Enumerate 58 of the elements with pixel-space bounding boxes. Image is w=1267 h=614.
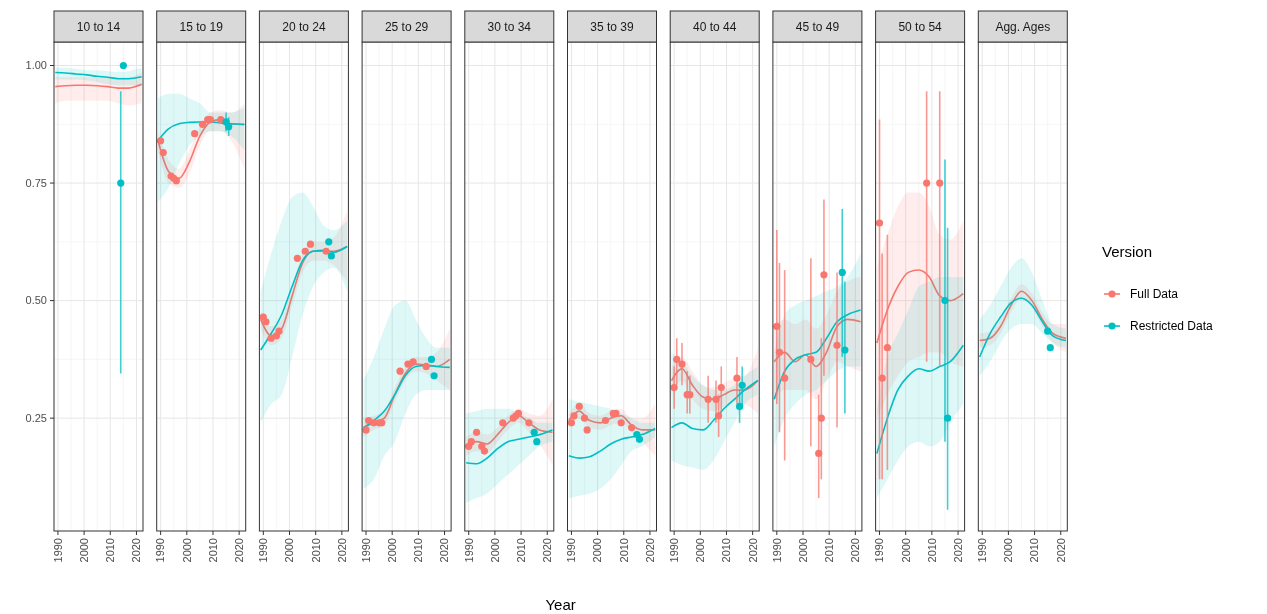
x-tick-label: 2010 [412, 538, 425, 563]
x-tick-label: 2000 [283, 538, 296, 563]
chart-title: 45 to 49 [795, 19, 840, 34]
x-tick-label: 1990 [873, 538, 886, 563]
y-tick-label: 1.00 [25, 59, 47, 72]
x-tick-label: 1990 [976, 538, 989, 563]
x-tick-label: 2010 [617, 538, 630, 563]
x-tick-label: 2000 [899, 538, 912, 563]
x-tick-label: 2010 [720, 538, 733, 563]
x-tick-label: 2000 [77, 538, 90, 563]
x-tick-label: 2020 [335, 538, 348, 563]
x-tick-label: 2000 [386, 538, 399, 563]
x-tick-label: 2010 [104, 538, 117, 563]
chart-title: 20 to 24 [282, 19, 326, 34]
x-tick-label: 2000 [591, 538, 604, 563]
x-tick-label: 2000 [694, 538, 707, 563]
x-tick-label: 1990 [565, 538, 578, 563]
x-tick-label: 2020 [130, 538, 143, 563]
y-tick-label: 0.50 [25, 294, 47, 307]
x-tick-label: 2010 [206, 538, 219, 563]
chart-title: 15 to 19 [179, 19, 224, 34]
y-tick-label: 0.75 [25, 176, 47, 189]
x-tick-label: 1990 [359, 538, 372, 563]
legend-label: Restricted Data [1130, 319, 1214, 334]
x-tick-label: 1990 [154, 538, 167, 563]
x-axis-title: Year [545, 596, 576, 613]
chart-title: 30 to 34 [487, 19, 532, 34]
x-tick-label: 1990 [667, 538, 680, 563]
x-tick-label: 2020 [541, 538, 554, 563]
x-tick-label: 2020 [1054, 538, 1067, 563]
x-tick-label: 2020 [438, 538, 451, 563]
y-tick-label: 0.25 [25, 412, 47, 424]
legend-label: Full Data [1130, 287, 1179, 302]
x-tick-label: 1990 [770, 538, 783, 563]
x-tick-label: 2000 [180, 538, 193, 563]
x-tick-label: 1990 [257, 538, 270, 563]
x-tick-label: 2020 [233, 538, 246, 563]
x-tick-label: 1990 [462, 538, 475, 563]
x-tick-label: 2010 [309, 538, 322, 563]
x-tick-label: 2010 [823, 538, 836, 563]
x-tick-label: 2020 [643, 538, 656, 563]
x-tick-label: 2000 [1002, 538, 1015, 563]
x-tick-label: 2020 [849, 538, 862, 563]
x-tick-label: 2000 [796, 538, 809, 563]
x-tick-label: 1990 [51, 538, 64, 563]
chart-title: Agg. Ages [995, 19, 1051, 34]
x-tick-label: 2020 [951, 538, 964, 563]
x-tick-label: 2020 [746, 538, 759, 563]
x-tick-label: 2010 [1028, 538, 1041, 563]
x-tick-label: 2000 [488, 538, 501, 563]
legend-title: Version [1102, 243, 1153, 260]
x-tick-label: 2010 [514, 538, 527, 563]
chart-title: 40 to 44 [693, 19, 737, 34]
chart-title: 50 to 54 [898, 19, 943, 34]
chart-title: 25 to 29 [384, 19, 429, 34]
chart-title: 10 to 14 [76, 19, 121, 34]
x-tick-label: 2010 [925, 538, 938, 563]
chart-title: 35 to 39 [590, 19, 635, 34]
